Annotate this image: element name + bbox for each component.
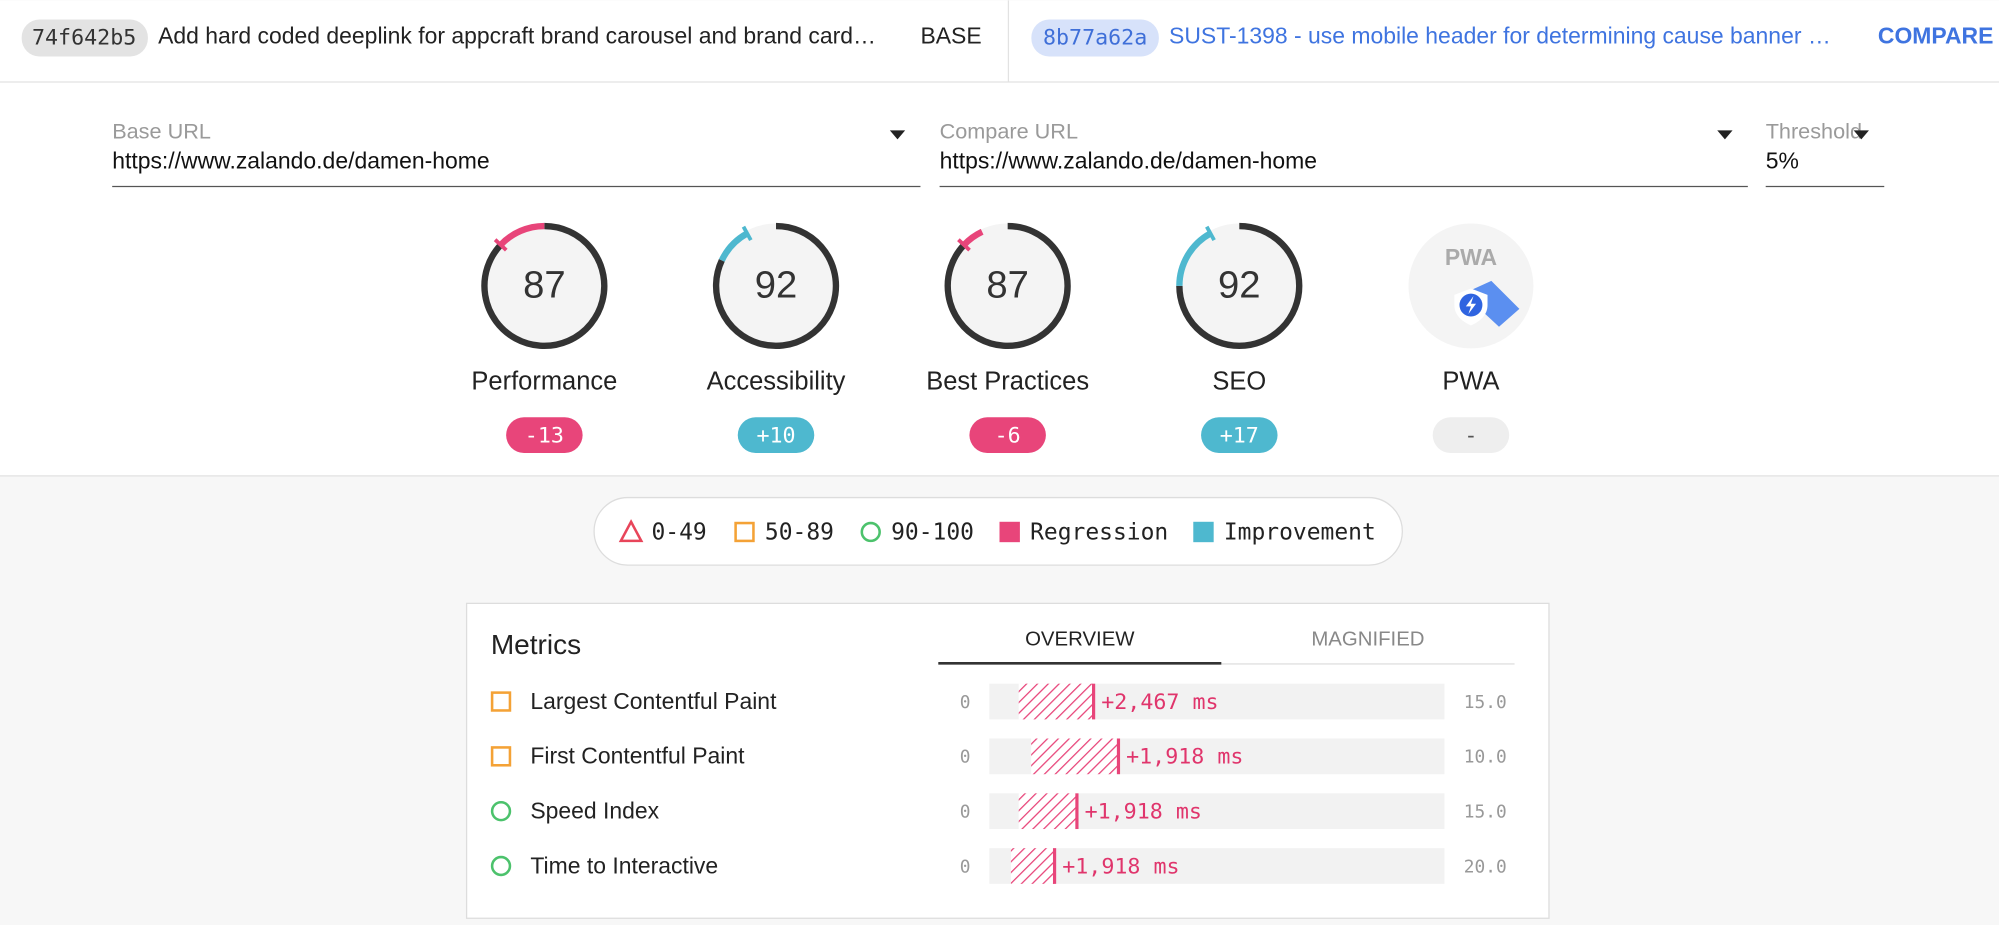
legend-icon [734, 521, 755, 543]
rating-icon [490, 691, 512, 712]
hash: 8b77a62a [1043, 26, 1147, 51]
delta-bar [1018, 793, 1077, 830]
legend-label: Regression [1030, 520, 1168, 546]
gauge-score: 87 [986, 263, 1029, 306]
delta-badge [969, 417, 1046, 453]
delta-value: +17 [1220, 423, 1259, 448]
legend-label: Improvement [1224, 520, 1376, 546]
gauge-arc [944, 222, 1071, 350]
axis-max: 10.0 [1464, 747, 1507, 768]
legend-icon [860, 521, 881, 543]
legend-label: 90-100 [891, 520, 974, 546]
input-value[interactable]: https://www.zalando.de/damen-home [112, 147, 489, 173]
category-name: Performance [471, 368, 617, 396]
axis-max: 15.0 [1464, 692, 1507, 713]
gauge-arc [1176, 222, 1303, 349]
delta-label: +2,467 ms [1101, 690, 1218, 715]
delta-bar [1031, 738, 1119, 775]
gauges: 87 Performance -13 92 Accessibility +10 87 Best… [471, 222, 1534, 453]
legend-icon [1193, 521, 1214, 543]
axis-min: 0 [960, 856, 971, 877]
rating-icon [490, 855, 512, 877]
track [989, 848, 1445, 884]
metric-name: First Contentful Paint [530, 743, 745, 769]
delta-badge [1432, 417, 1510, 453]
gauge-tick [1205, 225, 1216, 242]
category-name: Best Practices [926, 368, 1089, 396]
gauge-tick [493, 238, 508, 252]
commit-title[interactable]: Add hard coded deeplink for appcraft bra… [158, 22, 876, 48]
delta-badge [506, 417, 583, 453]
category-name: Accessibility [707, 368, 846, 396]
dropdown-arrow[interactable] [1853, 130, 1869, 140]
gauge-score: 92 [755, 263, 798, 306]
compare-label[interactable]: COMPARE [1878, 22, 1994, 48]
legend-icon [999, 521, 1020, 543]
input-value[interactable]: https://www.zalando.de/damen-home [940, 147, 1317, 173]
pwa-bolt [1465, 296, 1477, 314]
gauge-tick [741, 225, 753, 242]
hash-chip [21, 19, 148, 57]
legend-label: 0-49 [651, 520, 706, 546]
rating-icon [490, 746, 512, 767]
gauge-arc [712, 222, 840, 350]
gauge-arc [481, 222, 608, 350]
legend: 0-49 50-89 90-100 Regression Improvement [618, 519, 1376, 546]
dropdown-arrow[interactable] [1717, 130, 1733, 140]
gauge-bg [945, 223, 1071, 349]
input-value[interactable]: 5% [1766, 147, 1799, 173]
axis-min: 0 [960, 692, 971, 713]
category-name: SEO [1212, 368, 1266, 396]
hash: 74f642b5 [32, 26, 136, 51]
hash-chip [1031, 19, 1159, 57]
gauge-score: 87 [523, 263, 566, 306]
delta-badge [1201, 417, 1278, 453]
axis-max: 15.0 [1464, 801, 1507, 822]
gauge-bg [481, 223, 607, 349]
category-name: PWA [1442, 368, 1499, 396]
metric-name: Largest Contentful Paint [530, 688, 777, 714]
delta-badge [737, 417, 815, 453]
inputs: Base URL https://www.zalando.de/damen-hom… [112, 119, 1885, 188]
metric-name: Speed Index [530, 798, 659, 824]
axis-min: 0 [960, 747, 971, 768]
metrics: OVERVIEW MAGNIFIED Largest Contentful Pain… [490, 629, 1507, 884]
gauge-delta-arc [718, 230, 749, 262]
metric-name: Time to Interactive [530, 852, 718, 878]
delta-label: +1,918 ms [1085, 799, 1202, 824]
gauge-bg [1176, 223, 1302, 349]
gauge-bg [1408, 223, 1534, 349]
tab[interactable]: MAGNIFIED [1311, 629, 1424, 651]
gauge-delta-arc [1176, 230, 1213, 287]
dropdown-arrow[interactable] [889, 130, 906, 140]
gauge-delta-arc [498, 222, 545, 248]
metrics-title: Metrics [491, 629, 581, 660]
gauge-bg [713, 223, 839, 349]
gauge-score: 92 [1218, 263, 1261, 306]
base-label: BASE [920, 22, 981, 48]
pwa-logo: PWA [1445, 244, 1497, 270]
legend-label: 50-89 [765, 520, 834, 546]
input-label: Threshold [1766, 119, 1862, 144]
delta-value: -6 [995, 423, 1021, 448]
input-label: Compare URL [940, 119, 1078, 144]
delta-bar [1018, 683, 1094, 720]
axis-min: 0 [960, 801, 971, 822]
delta-label: +1,918 ms [1062, 854, 1179, 879]
legend-box [593, 496, 1403, 566]
delta-value: - [1464, 423, 1477, 448]
delta-value: -13 [525, 423, 564, 448]
axis-max: 20.0 [1464, 856, 1507, 877]
delta-label: +1,918 ms [1126, 745, 1243, 770]
delta-bar [1010, 848, 1055, 884]
legend-icon [618, 519, 644, 543]
input-label: Base URL [112, 119, 211, 144]
delta-value: +10 [756, 423, 795, 448]
rating-icon [490, 800, 512, 822]
gauge-tick [957, 238, 971, 252]
tab[interactable]: OVERVIEW [1025, 629, 1135, 651]
commit-title[interactable]: SUST-1398 - use mobile header for determ… [1169, 22, 1831, 48]
